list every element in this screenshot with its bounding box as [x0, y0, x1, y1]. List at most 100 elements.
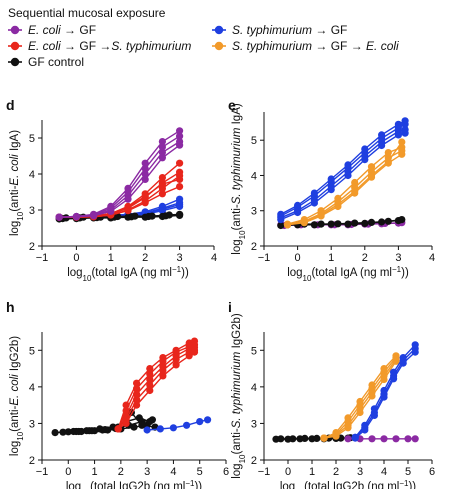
y-axis-label: log10(anti-S. typhimurium IgA) — [231, 103, 247, 255]
data-point — [176, 202, 184, 210]
data-point — [88, 427, 96, 435]
data-point — [176, 183, 184, 191]
data-point — [401, 129, 409, 137]
legend-label: E. coli → GF →S. typhimurium — [28, 39, 191, 53]
data-point — [172, 355, 180, 363]
label-part: (total IgG2b (ng ml — [90, 481, 185, 489]
data-point — [317, 212, 325, 220]
y-tick-label: 5 — [251, 345, 257, 357]
data-point — [384, 217, 392, 225]
data-point — [367, 218, 376, 226]
panel-label: i — [228, 299, 232, 315]
data-point — [159, 366, 167, 374]
data-point — [380, 435, 388, 443]
data-point — [114, 212, 122, 221]
label-part: → GF → — [312, 39, 366, 53]
series-styph-gf — [277, 129, 409, 224]
series-styph-gf-ecoli — [320, 357, 400, 442]
data-point — [138, 421, 146, 429]
data-point — [399, 359, 407, 367]
data-point — [320, 434, 328, 442]
y-tick-label: 5 — [251, 135, 257, 147]
series-ecoli-gf-styph — [114, 348, 199, 433]
label-part: 10 — [16, 211, 25, 220]
data-point — [69, 427, 78, 436]
data-point — [367, 163, 376, 171]
data-point — [156, 425, 164, 433]
data-point — [133, 379, 141, 387]
label-part: 10 — [303, 274, 312, 283]
data-point — [368, 435, 376, 443]
series-ecoli-gf — [55, 141, 184, 221]
legend-marker — [10, 57, 20, 67]
data-point — [148, 212, 156, 220]
y-axis-label: log10(anti-E. coli IgA) — [9, 130, 25, 236]
label-part: 10 — [238, 230, 247, 239]
y-axis-label: log10(anti-E. coli IgG2b) — [9, 336, 25, 456]
data-point — [384, 159, 392, 167]
data-point — [176, 127, 184, 135]
y-tick-label: 2 — [29, 241, 35, 253]
data-point — [356, 408, 364, 417]
label-part: S. typhimurium — [231, 127, 243, 204]
x-tick-label: 4 — [381, 466, 387, 478]
x-tick-label: −1 — [36, 252, 49, 264]
legend-label: S. typhimurium → GF — [232, 23, 347, 37]
y-axis-label: log10(anti-S. typhimurium IgG2b) — [231, 313, 247, 479]
data-point — [332, 432, 340, 440]
data-point — [401, 120, 409, 128]
data-point — [101, 426, 109, 434]
data-point — [196, 418, 204, 426]
data-point — [55, 213, 63, 221]
y-tick-label: 5 — [29, 345, 35, 357]
label-part: )) — [401, 267, 409, 279]
x-tick-label: −1 — [258, 466, 271, 478]
series-styph-gf-ecoli — [320, 354, 400, 442]
series-styph-gf — [143, 416, 212, 434]
data-point — [384, 149, 392, 157]
x-tick-label: 4 — [211, 252, 217, 264]
data-point — [159, 372, 167, 380]
data-point — [158, 148, 166, 156]
data-point — [141, 175, 149, 183]
data-point — [310, 199, 318, 207]
data-point — [344, 220, 352, 228]
label-part: (anti- — [9, 185, 21, 211]
x-tick-label: 5 — [405, 466, 411, 478]
data-point — [165, 211, 173, 219]
data-point — [141, 170, 149, 178]
data-point — [176, 141, 184, 149]
legend-label: GF control — [28, 55, 84, 69]
x-axis-label: log10(total IgG2b (ng ml−1)) — [280, 479, 416, 489]
data-point — [289, 435, 297, 443]
label-part: log — [66, 481, 81, 489]
data-point — [380, 375, 388, 384]
series-styph-gf — [277, 120, 409, 220]
data-point — [59, 428, 67, 436]
data-point — [398, 216, 406, 224]
label-part: → GF — [61, 23, 96, 37]
y-tick-label: 2 — [29, 455, 35, 467]
x-axis-label: log10(total IgG2b (ng ml−1)) — [66, 479, 202, 489]
x-tick-label: 5 — [197, 466, 203, 478]
y-tick-label: 4 — [251, 382, 257, 394]
label-part: log — [67, 267, 82, 279]
label-part: E. coli — [9, 374, 21, 406]
data-point — [351, 434, 359, 442]
y-tick-label: 2 — [251, 241, 257, 253]
label-part: E. coli — [9, 154, 21, 186]
data-point — [72, 213, 80, 221]
data-point — [351, 189, 359, 197]
x-tick-label: 0 — [65, 466, 71, 478]
label-part: 10 — [16, 431, 25, 440]
data-point — [392, 435, 400, 443]
data-point — [176, 195, 184, 203]
data-point — [313, 434, 321, 442]
panel-label: d — [6, 97, 15, 113]
y-tick-label: 4 — [29, 382, 35, 394]
data-point — [172, 361, 180, 369]
data-point — [146, 370, 154, 378]
data-point — [361, 219, 369, 227]
